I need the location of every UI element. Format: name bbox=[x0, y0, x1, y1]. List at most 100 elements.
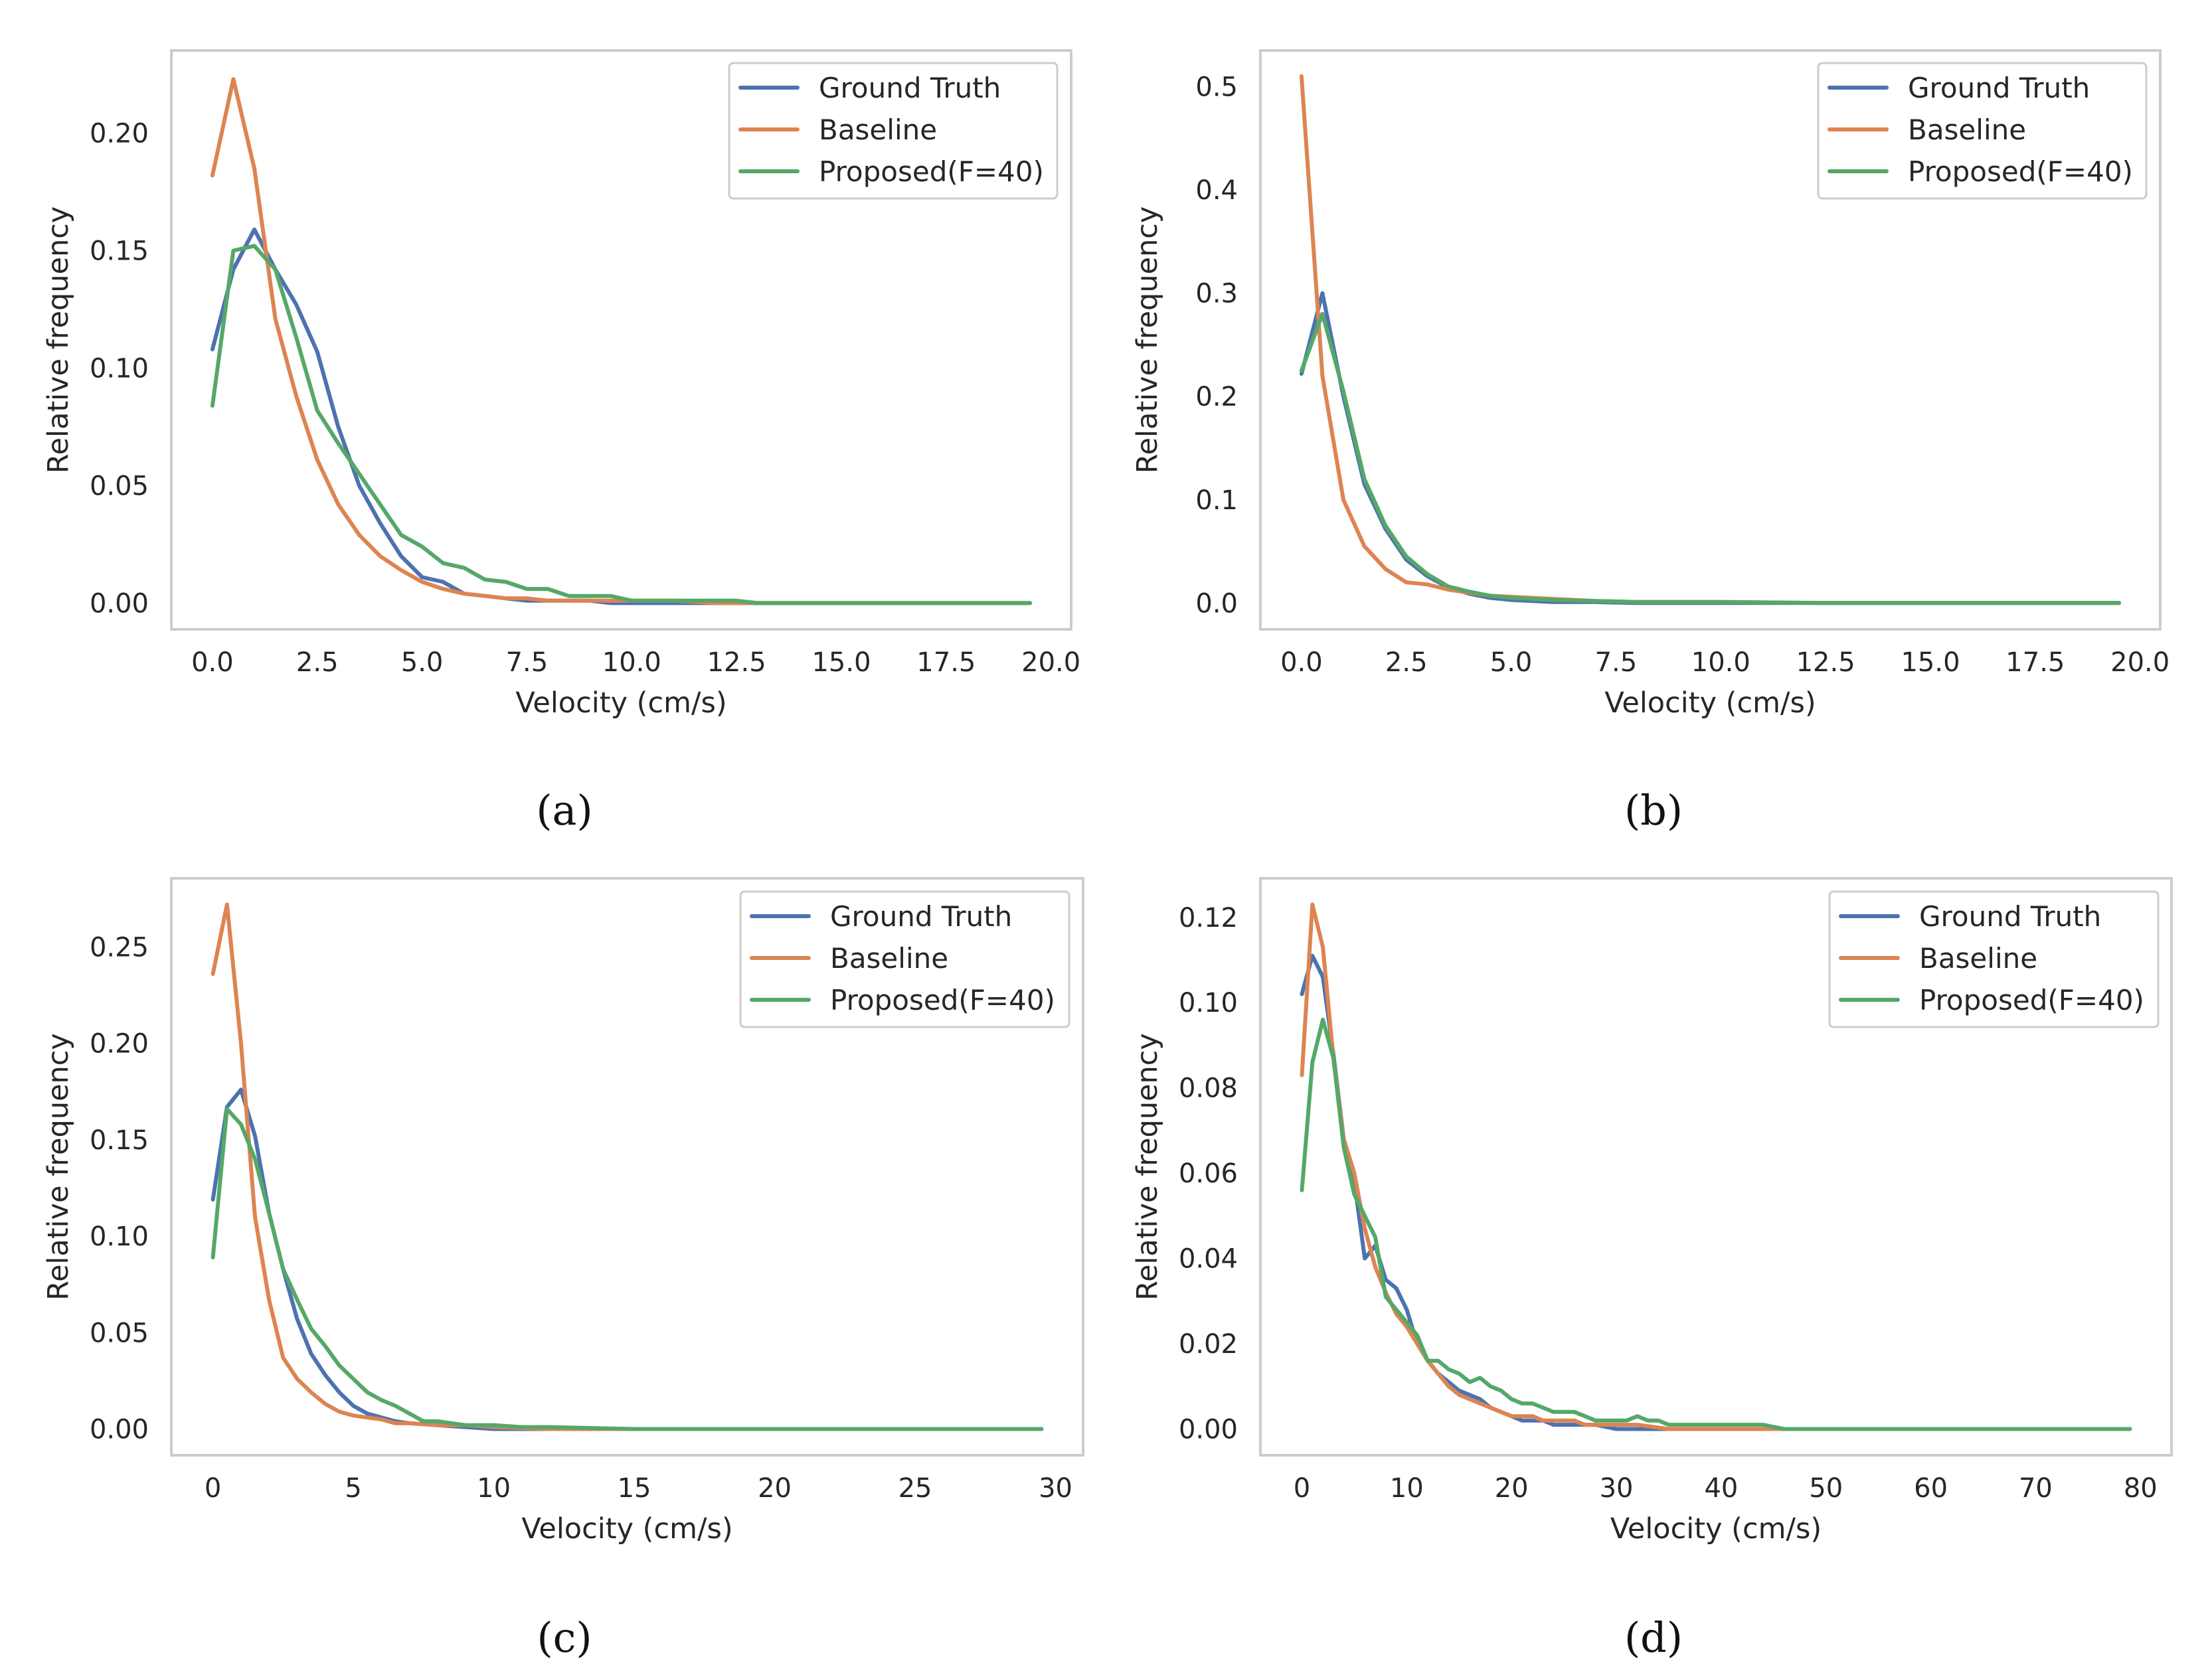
chart-panel-c: 0 5 10 15 20 25 30 0.00 0.05 0.10 0.15 0.20 0.25 Velo… bbox=[42, 877, 1084, 1662]
x-tick-label: 0 bbox=[1294, 1473, 1310, 1504]
legend-label: Baseline bbox=[1919, 942, 2037, 975]
x-tick-label: 50 bbox=[1809, 1473, 1843, 1504]
legend-label: Baseline bbox=[830, 942, 948, 975]
x-tick-label: 20.0 bbox=[2110, 647, 2169, 678]
x-tick-label: 0.0 bbox=[1280, 647, 1323, 678]
x-tick-label: 5.0 bbox=[1490, 647, 1533, 678]
panel-label-a: (a) bbox=[536, 786, 592, 835]
chart-panel-d: 0 10 20 30 40 50 60 70 80 0.00 0.02 0.04 0.06 0.08 0.1… bbox=[1131, 877, 2173, 1662]
panel-label-b: (b) bbox=[1624, 786, 1683, 835]
legend-label: Baseline bbox=[819, 114, 937, 146]
chart-panel-a: 0.0 2.5 5.0 7.5 10.0 12.5 15.0 17.5 20.0 0.00 0.05… bbox=[42, 49, 1080, 835]
x-tick-label: 10.0 bbox=[1691, 647, 1750, 678]
y-tick-label: 0.05 bbox=[90, 1318, 149, 1348]
legend-label: Ground Truth bbox=[819, 72, 1001, 104]
x-tick-label: 10 bbox=[1390, 1473, 1424, 1504]
x-tick-label: 12.5 bbox=[707, 647, 766, 678]
y-tick-label: 0.10 bbox=[1179, 988, 1238, 1018]
series-line-ground-truth-c bbox=[211, 1087, 1044, 1431]
legend-label: Ground Truth bbox=[1919, 900, 2101, 933]
plot-frame-c bbox=[170, 877, 1084, 1457]
y-tick-label: 0.1 bbox=[1195, 485, 1238, 516]
plot-frame-d bbox=[1259, 877, 2173, 1457]
y-axis-label: Relative frequency bbox=[42, 1033, 75, 1301]
y-tick-label: 0.04 bbox=[1179, 1244, 1238, 1275]
x-tick-label: 70 bbox=[2019, 1473, 2053, 1504]
legend-box bbox=[1817, 62, 2148, 200]
x-tick-label: 0.0 bbox=[191, 647, 234, 678]
y-tick-label: 0.08 bbox=[1179, 1074, 1238, 1104]
series-line-proposed-f-40-c bbox=[211, 1107, 1044, 1431]
plot-frame-a bbox=[170, 49, 1072, 631]
x-tick-label: 5.0 bbox=[401, 647, 444, 678]
x-tick-label: 17.5 bbox=[916, 647, 976, 678]
x-tick-label: 7.5 bbox=[1595, 647, 1638, 678]
x-tick-label: 7.5 bbox=[506, 647, 549, 678]
x-tick-label: 15.0 bbox=[811, 647, 871, 678]
legend-box bbox=[739, 890, 1070, 1028]
series-line-ground-truth-a bbox=[210, 227, 1033, 605]
panel-label-d: (d) bbox=[1624, 1613, 1683, 1662]
legend-a: Ground Truth Baseline Proposed(F=40) bbox=[728, 62, 1059, 200]
y-tick-label: 0.02 bbox=[1179, 1329, 1238, 1360]
legend-box bbox=[1828, 890, 2160, 1028]
x-tick-label: 60 bbox=[1914, 1473, 1948, 1504]
y-tick-label: 0.4 bbox=[1195, 175, 1238, 206]
x-tick-label: 20.0 bbox=[1021, 647, 1080, 678]
y-tick-label: 0.10 bbox=[90, 1222, 149, 1252]
y-tick-label: 0.00 bbox=[90, 588, 149, 619]
x-tick-label: 80 bbox=[2124, 1473, 2158, 1504]
y-tick-label: 0.5 bbox=[1195, 72, 1238, 102]
y-tick-label: 0.25 bbox=[90, 932, 149, 963]
x-tick-label: 20 bbox=[758, 1473, 792, 1504]
x-tick-label: 30 bbox=[1039, 1473, 1072, 1504]
x-tick-label: 2.5 bbox=[1385, 647, 1428, 678]
legend-label: Ground Truth bbox=[830, 900, 1012, 933]
legend-label: Baseline bbox=[1908, 114, 2026, 146]
series-line-proposed-f-40-b bbox=[1299, 311, 2122, 605]
y-tick-label: 0.10 bbox=[90, 353, 149, 384]
x-axis-label: Velocity (cm/s) bbox=[521, 1512, 732, 1546]
y-axis-label: Relative frequency bbox=[42, 206, 75, 474]
chart-panel-b: 0.0 2.5 5.0 7.5 10.0 12.5 15.0 17.5 20.0 0.0 0.1 0.… bbox=[1131, 49, 2169, 835]
legend-b: Ground Truth Baseline Proposed(F=40) bbox=[1817, 62, 2148, 200]
y-tick-label: 0.3 bbox=[1195, 279, 1238, 309]
y-axis-label: Relative frequency bbox=[1131, 206, 1164, 474]
series-line-ground-truth-b bbox=[1299, 291, 2122, 605]
x-tick-label: 15 bbox=[618, 1473, 651, 1504]
x-tick-label: 25 bbox=[898, 1473, 932, 1504]
y-tick-label: 0.20 bbox=[90, 1029, 149, 1060]
y-tick-label: 0.06 bbox=[1179, 1158, 1238, 1189]
legend-box bbox=[728, 62, 1059, 200]
y-axis-label: Relative frequency bbox=[1131, 1033, 1164, 1301]
x-axis-label: Velocity (cm/s) bbox=[1604, 686, 1816, 720]
legend-label: Proposed(F=40) bbox=[1908, 155, 2133, 188]
panel-label-c: (c) bbox=[537, 1613, 592, 1662]
legend-label: Proposed(F=40) bbox=[1919, 984, 2144, 1016]
legend-label: Proposed(F=40) bbox=[830, 984, 1055, 1016]
series-line-baseline-d bbox=[1300, 902, 2132, 1431]
y-tick-label: 0.12 bbox=[1179, 903, 1238, 933]
series-line-proposed-f-40-a bbox=[210, 244, 1033, 605]
x-tick-label: 15.0 bbox=[1901, 647, 1960, 678]
y-tick-label: 0.20 bbox=[90, 119, 149, 149]
legend-c: Ground Truth Baseline Proposed(F=40) bbox=[739, 890, 1070, 1028]
y-tick-label: 0.2 bbox=[1195, 382, 1238, 412]
legend-label: Proposed(F=40) bbox=[819, 155, 1044, 188]
plot-frame-b bbox=[1259, 49, 2162, 631]
x-tick-label: 5 bbox=[345, 1473, 361, 1504]
y-tick-label: 0.00 bbox=[1179, 1415, 1238, 1445]
x-tick-label: 0 bbox=[205, 1473, 221, 1504]
x-tick-label: 2.5 bbox=[296, 647, 339, 678]
y-tick-label: 0.15 bbox=[90, 1125, 149, 1156]
x-tick-label: 17.5 bbox=[2005, 647, 2065, 678]
x-axis-label: Velocity (cm/s) bbox=[1610, 1512, 1822, 1546]
legend-label: Ground Truth bbox=[1908, 72, 2090, 104]
x-tick-label: 30 bbox=[1600, 1473, 1634, 1504]
x-tick-label: 12.5 bbox=[1796, 647, 1855, 678]
x-tick-label: 20 bbox=[1495, 1473, 1529, 1504]
x-tick-label: 40 bbox=[1704, 1473, 1738, 1504]
y-tick-label: 0.15 bbox=[90, 236, 149, 267]
x-tick-label: 10 bbox=[477, 1473, 511, 1504]
